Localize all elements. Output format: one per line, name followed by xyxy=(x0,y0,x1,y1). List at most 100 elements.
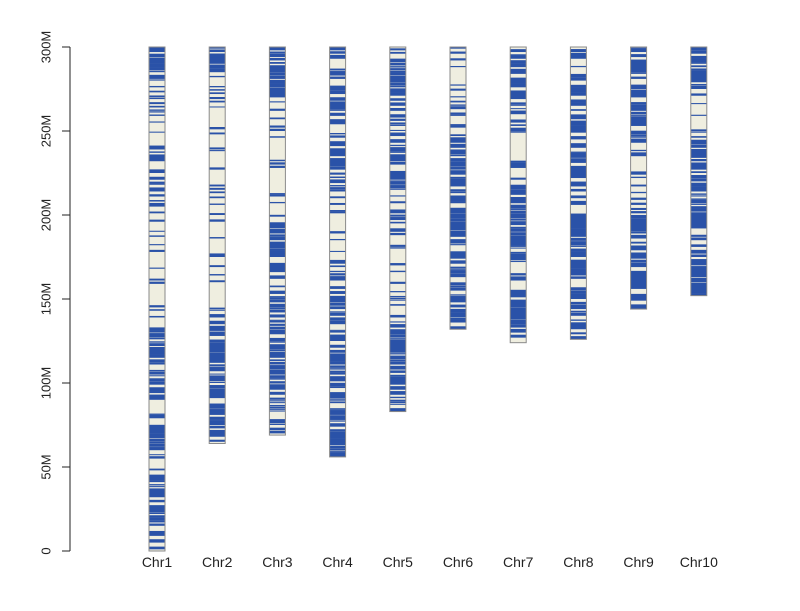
marker-band xyxy=(389,386,406,389)
marker-band xyxy=(269,269,286,273)
marker-band xyxy=(149,187,165,190)
marker-band xyxy=(149,426,165,429)
marker-band xyxy=(630,241,647,244)
marker-band xyxy=(570,268,587,271)
marker-band xyxy=(570,322,587,325)
marker-band xyxy=(630,47,647,49)
marker-band xyxy=(389,347,406,352)
marker-band xyxy=(389,387,406,390)
marker-band xyxy=(690,85,707,89)
marker-band xyxy=(329,210,346,212)
marker-band xyxy=(510,254,527,257)
marker-band xyxy=(209,422,226,425)
marker-band xyxy=(450,213,466,217)
marker-band xyxy=(329,329,346,331)
marker-band xyxy=(329,357,346,360)
marker-band xyxy=(690,285,707,288)
marker-band xyxy=(690,178,707,182)
marker-band xyxy=(389,324,406,326)
marker-band xyxy=(510,257,527,261)
marker-band xyxy=(570,217,587,221)
marker-band xyxy=(510,235,527,237)
marker-band xyxy=(269,79,286,83)
marker-band xyxy=(450,209,466,212)
marker-band xyxy=(630,49,647,53)
marker-band xyxy=(389,195,406,197)
marker-band xyxy=(389,92,406,96)
marker-band xyxy=(630,264,647,268)
marker-band xyxy=(510,71,527,74)
marker-band xyxy=(389,218,406,221)
marker-band xyxy=(149,85,165,88)
marker-band xyxy=(690,269,707,273)
marker-band xyxy=(510,177,527,180)
marker-band xyxy=(389,62,406,64)
marker-band xyxy=(329,211,346,214)
marker-band xyxy=(690,144,707,148)
marker-band xyxy=(510,56,527,59)
marker-band xyxy=(149,64,165,66)
marker-band xyxy=(630,262,647,266)
marker-band xyxy=(209,61,226,64)
marker-band xyxy=(450,114,466,116)
marker-band xyxy=(630,116,647,120)
marker-band xyxy=(209,70,226,73)
marker-band xyxy=(690,277,707,281)
marker-band xyxy=(510,164,527,167)
marker-band xyxy=(269,194,286,197)
marker-band xyxy=(510,319,527,323)
marker-band xyxy=(690,139,707,143)
marker-band xyxy=(450,201,466,204)
chromosome-label: Chr5 xyxy=(383,554,414,570)
marker-band xyxy=(690,237,707,241)
marker-band xyxy=(329,392,346,395)
marker-band xyxy=(389,59,406,63)
marker-band xyxy=(149,47,165,49)
marker-band xyxy=(149,309,165,311)
marker-band xyxy=(269,57,286,61)
marker-band xyxy=(269,75,286,79)
marker-band xyxy=(570,174,587,177)
marker-band xyxy=(450,274,466,278)
marker-band xyxy=(209,191,226,194)
marker-band xyxy=(209,59,226,63)
marker-band xyxy=(690,279,707,283)
marker-band xyxy=(389,62,406,66)
marker-band xyxy=(510,119,527,123)
marker-band xyxy=(149,369,165,372)
marker-band xyxy=(149,333,165,336)
marker-band xyxy=(149,97,165,100)
marker-band xyxy=(570,249,587,252)
marker-band xyxy=(389,374,406,377)
marker-band xyxy=(209,375,226,378)
marker-band xyxy=(389,98,406,101)
marker-band xyxy=(450,176,466,179)
marker-band xyxy=(389,378,406,382)
marker-band xyxy=(450,273,466,276)
marker-band xyxy=(389,217,406,219)
marker-band xyxy=(329,153,346,157)
marker-band xyxy=(630,104,647,108)
marker-band xyxy=(329,436,346,439)
marker-band xyxy=(329,400,346,402)
marker-band xyxy=(209,253,226,256)
marker-band xyxy=(209,320,226,325)
marker-band xyxy=(389,181,406,185)
marker-band xyxy=(209,106,226,108)
marker-band xyxy=(450,88,466,91)
marker-band xyxy=(329,189,346,192)
marker-band xyxy=(570,228,587,232)
chromosome-label: Chr9 xyxy=(623,554,654,570)
marker-band xyxy=(329,368,346,370)
chromosome-track xyxy=(268,46,286,436)
marker-band xyxy=(329,448,346,451)
marker-band xyxy=(149,441,165,444)
marker-band xyxy=(510,273,527,276)
marker-band xyxy=(690,193,707,195)
marker-band xyxy=(269,303,286,306)
marker-band xyxy=(209,147,226,150)
marker-band xyxy=(389,297,406,299)
marker-band xyxy=(630,225,647,229)
chromosome-outline xyxy=(148,46,166,552)
marker-band xyxy=(510,228,527,231)
